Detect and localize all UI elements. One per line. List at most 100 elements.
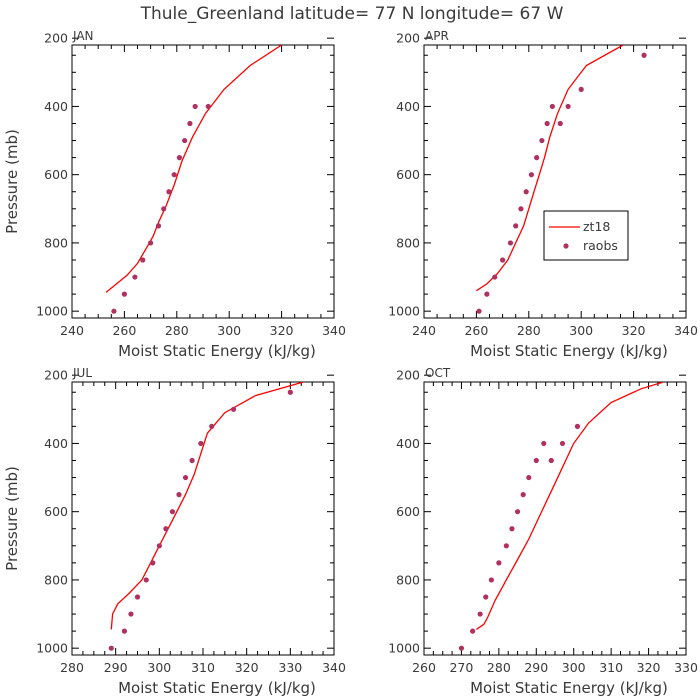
y-tick-label: 1000 [388, 641, 420, 656]
data-point-raobs [533, 457, 539, 464]
legend: zt18 raobs [543, 210, 629, 261]
plot-frame [423, 44, 687, 319]
y-tick-label: 1000 [36, 641, 68, 656]
x-axis-label: Moist Static Energy (kJ/kg) [470, 342, 668, 360]
panel-jan: 240 260 280 300 320 340 200 400 600 800 1000 JAN Moi… [3, 29, 346, 360]
data-point-raobs [539, 137, 545, 144]
x-tick-label: 340 [322, 323, 346, 338]
data-point-raobs [548, 457, 554, 464]
data-point-raobs [641, 52, 647, 58]
legend-label-model: zt18 [583, 219, 610, 234]
data-point-raobs [155, 223, 162, 229]
x-tick-label: 260 [412, 660, 436, 675]
data-point-raobs [578, 86, 584, 92]
data-point-raobs [509, 526, 515, 532]
data-point-raobs [161, 206, 167, 212]
legend-label-obs: raobs [583, 238, 618, 253]
y-tick-label: 600 [396, 167, 420, 182]
data-point-raobs [198, 440, 204, 447]
panel-label: JUL [72, 366, 92, 380]
data-point-raobs [574, 423, 581, 429]
x-tick-label: 320 [270, 323, 294, 338]
series-line-zt18 [105, 45, 282, 293]
data-point-raobs [549, 103, 555, 110]
data-point-raobs [205, 103, 211, 110]
y-tick-label: 600 [44, 167, 68, 182]
x-tick-label: 290 [104, 660, 128, 675]
x-axis-label: Moist Static Energy (kJ/kg) [118, 342, 316, 360]
data-point-raobs [287, 389, 293, 395]
legend-point-swatch [563, 243, 569, 249]
y-tick-label: 800 [44, 235, 68, 250]
series-line-zt18 [476, 382, 664, 630]
x-tick-label: 280 [60, 660, 84, 675]
data-point-raobs [534, 155, 540, 161]
x-tick-label: 320 [235, 660, 259, 675]
data-point-raobs [163, 526, 169, 532]
data-point-raobs [484, 291, 490, 297]
y-tick-label: 800 [44, 572, 68, 587]
data-point-raobs [209, 423, 215, 429]
x-tick-label: 320 [637, 660, 661, 675]
data-point-raobs [559, 440, 566, 447]
plot-frame [71, 381, 335, 656]
plot-frame [71, 44, 335, 319]
data-point-raobs [189, 457, 195, 464]
series-line-zt18 [110, 382, 304, 630]
panel-label: OCT [425, 366, 451, 380]
data-point-raobs [518, 206, 524, 212]
y-axis-label: Pressure (mb) [3, 466, 21, 571]
data-point-raobs [176, 155, 183, 161]
data-point-raobs [182, 474, 189, 481]
x-tick-label: 280 [487, 660, 511, 675]
data-point-raobs [557, 120, 563, 127]
data-point-raobs [541, 440, 547, 447]
panel-label: JAN [72, 29, 94, 43]
data-point-raobs [182, 137, 188, 144]
x-tick-label: 280 [165, 323, 189, 338]
data-point-raobs [169, 509, 176, 515]
x-tick-label: 270 [449, 660, 473, 675]
x-tick-label: 330 [674, 660, 698, 675]
y-tick-label: 1000 [36, 304, 68, 319]
x-tick-label: 340 [674, 323, 698, 338]
x-tick-label: 300 [569, 323, 593, 338]
y-tick-label: 200 [396, 368, 420, 383]
data-point-raobs [121, 291, 127, 297]
data-point-raobs [108, 645, 114, 651]
data-point-raobs [513, 223, 519, 229]
x-tick-label: 300 [217, 323, 241, 338]
x-tick-label: 290 [524, 660, 548, 675]
y-tick-label: 200 [396, 31, 420, 46]
data-point-raobs [132, 274, 138, 280]
data-point-raobs [121, 628, 127, 634]
data-point-raobs [488, 577, 494, 583]
data-point-raobs [230, 406, 237, 412]
y-tick-label: 200 [44, 31, 68, 46]
panel-label: APR [425, 29, 449, 43]
data-point-raobs [156, 543, 162, 549]
data-point-raobs [483, 594, 489, 600]
data-point-raobs [496, 560, 502, 566]
panel-jul: 280 290 300 310 320 330 340 200 400 600 800 1000 JUL… [3, 366, 346, 697]
data-point-raobs [500, 257, 506, 263]
y-tick-label: 800 [396, 235, 420, 250]
data-point-raobs [526, 474, 532, 481]
x-tick-label: 300 [147, 660, 171, 675]
y-tick-label: 600 [396, 504, 420, 519]
x-tick-label: 260 [464, 323, 488, 338]
x-axis-label: Moist Static Energy (kJ/kg) [118, 679, 316, 697]
data-point-raobs [166, 189, 172, 195]
data-point-raobs [544, 120, 550, 127]
y-tick-label: 400 [396, 436, 420, 451]
data-point-raobs [503, 543, 509, 549]
data-point-raobs [492, 274, 498, 280]
data-point-raobs [470, 628, 476, 634]
x-tick-label: 280 [517, 323, 541, 338]
data-point-raobs [477, 611, 483, 617]
x-tick-label: 340 [322, 660, 346, 675]
data-point-raobs [176, 492, 182, 498]
y-axis-label: Pressure (mb) [3, 129, 21, 234]
y-tick-label: 600 [44, 504, 68, 519]
